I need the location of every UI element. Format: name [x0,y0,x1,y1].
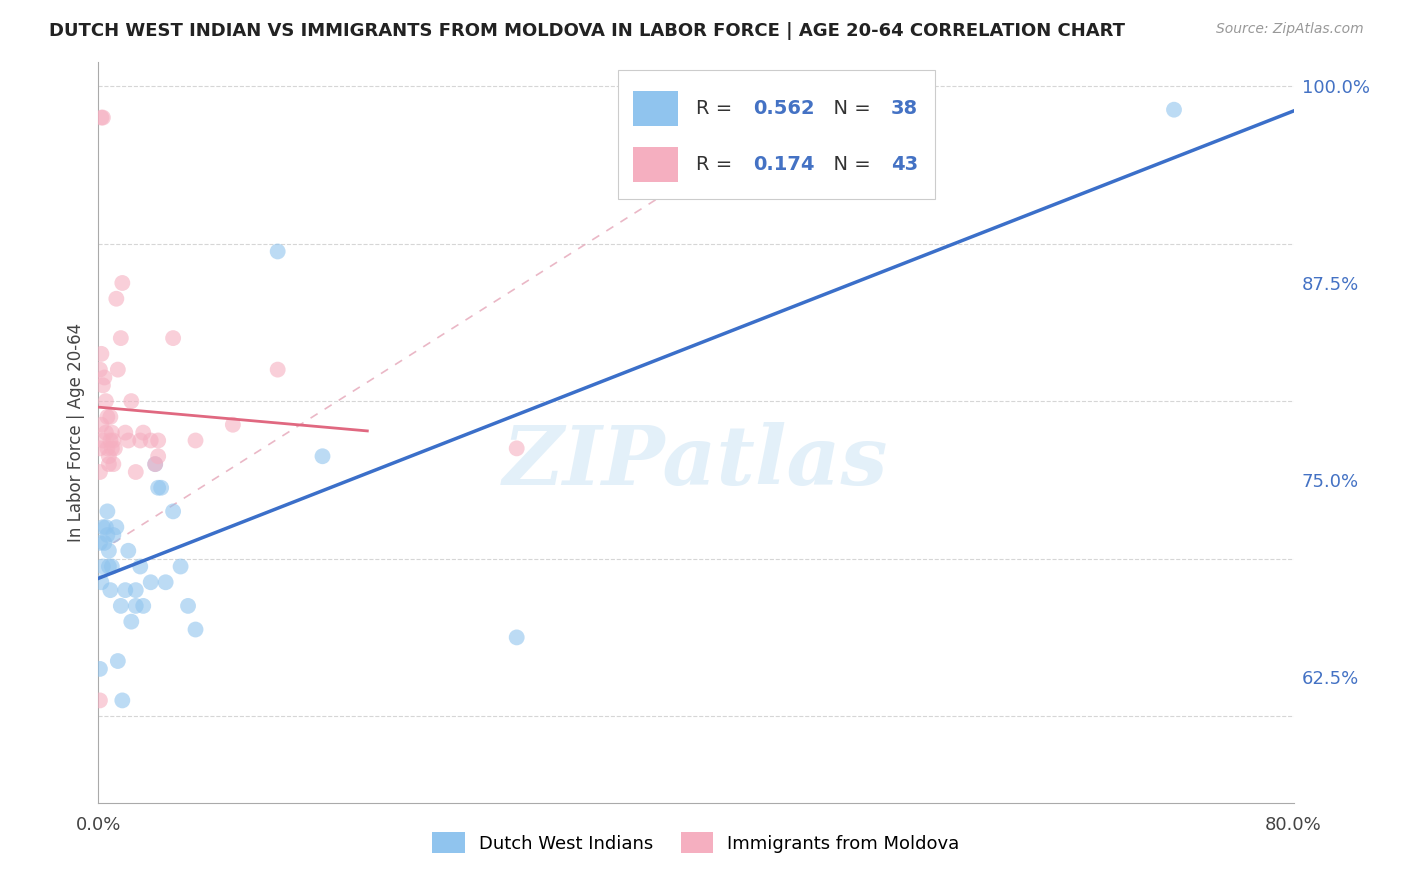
Point [91,434,114,448]
Text: 43: 43 [891,155,918,174]
Point [90,111,112,125]
Point [143,457,166,471]
Text: R =: R = [696,99,738,118]
Point [104,442,127,456]
Point [103,457,125,471]
Point [94,394,117,409]
Point [148,434,170,448]
Point [89,465,111,479]
Bar [633,91,678,126]
Point [90,347,112,361]
Point [120,394,142,409]
Point [94,425,117,440]
Point [103,528,125,542]
Point [97,543,120,558]
Point [98,434,122,448]
Point [129,434,152,448]
Text: N =: N = [821,155,877,174]
Point [139,434,162,448]
Y-axis label: In Labor Force | Age 20-64: In Labor Force | Age 20-64 [66,323,84,542]
Point [184,623,207,637]
Point [94,520,117,534]
Point [169,559,191,574]
Point [91,378,114,392]
Point [97,449,120,463]
Point [150,481,173,495]
Text: Source: ZipAtlas.com: Source: ZipAtlas.com [1216,22,1364,37]
Point [96,409,118,424]
Point [1163,103,1185,117]
Point [110,331,132,345]
Point [111,276,134,290]
Point [125,465,148,479]
Point [105,292,128,306]
Point [101,425,124,440]
Point [506,442,529,456]
Point [110,599,132,613]
Point [90,575,112,590]
Point [114,425,136,440]
Text: 38: 38 [891,99,918,118]
Point [114,583,136,598]
Point [132,599,155,613]
Point [98,583,122,598]
Point [222,417,245,432]
Point [89,536,111,550]
Point [139,575,162,590]
Point [89,662,111,676]
Point [105,520,128,534]
Point [101,559,124,574]
Point [96,528,118,542]
Point [89,362,111,376]
Text: DUTCH WEST INDIAN VS IMMIGRANTS FROM MOLDOVA IN LABOR FORCE | AGE 20-64 CORRELAT: DUTCH WEST INDIAN VS IMMIGRANTS FROM MOL… [49,22,1125,40]
Point [91,111,114,125]
Point [89,693,111,707]
Point [125,599,148,613]
Point [311,449,333,463]
Point [107,362,129,376]
Point [93,370,115,384]
Point [111,693,134,707]
Text: R =: R = [696,155,738,174]
Point [506,631,529,645]
Point [267,244,290,259]
Point [120,615,142,629]
Point [89,442,111,456]
Point [91,520,114,534]
Point [96,442,118,456]
Point [129,559,152,574]
Text: N =: N = [821,99,877,118]
Point [184,434,207,448]
Point [162,331,184,345]
Point [155,575,177,590]
Bar [633,147,678,182]
Point [143,457,166,471]
Point [107,654,129,668]
Point [177,599,200,613]
Point [148,481,170,495]
Point [267,362,290,376]
Text: 0.562: 0.562 [754,99,815,118]
Point [97,457,120,471]
Point [101,442,124,456]
Point [117,543,139,558]
Point [97,559,120,574]
Text: 0.174: 0.174 [754,155,815,174]
Point [90,417,112,432]
Point [117,434,139,448]
Text: ZIPatlas: ZIPatlas [503,422,889,502]
Point [98,409,122,424]
Point [96,504,118,518]
Point [91,559,114,574]
Point [93,536,115,550]
Point [162,504,184,518]
Point [148,449,170,463]
Legend: Dutch West Indians, Immigrants from Moldova: Dutch West Indians, Immigrants from Mold… [425,825,967,861]
Point [132,425,155,440]
Point [103,434,125,448]
FancyBboxPatch shape [619,70,935,200]
Point [125,583,148,598]
